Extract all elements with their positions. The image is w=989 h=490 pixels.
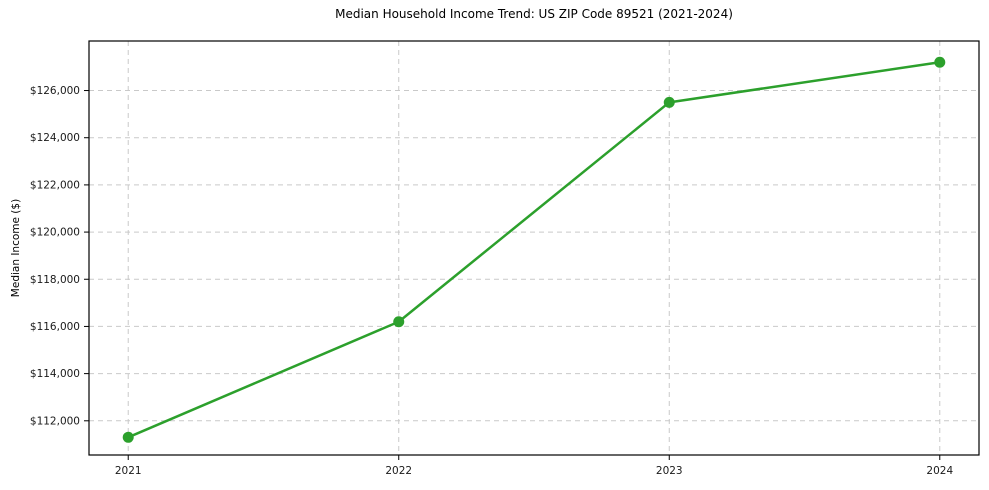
x-tick-label: 2024 [926,465,953,477]
x-tick-label: 2021 [115,465,142,477]
x-tick-label: 2023 [656,465,683,477]
y-tick-label: $118,000 [30,274,80,286]
y-tick-label: $126,000 [30,85,80,97]
y-tick-label: $112,000 [30,415,80,427]
y-tick-label: $114,000 [30,368,80,380]
data-point-marker [122,431,134,443]
data-point-marker [393,316,405,328]
chart-title: Median Household Income Trend: US ZIP Co… [335,7,733,21]
data-point-marker [663,96,675,108]
data-line [126,60,942,439]
y-tick-label: $116,000 [30,321,80,333]
plot-border [88,40,980,456]
y-tick-label: $124,000 [30,132,80,144]
x-tick-label: 2022 [385,465,412,477]
y-tick-label: $122,000 [30,179,80,191]
y-tick-label: $120,000 [30,227,80,239]
data-point-marker [934,56,946,68]
